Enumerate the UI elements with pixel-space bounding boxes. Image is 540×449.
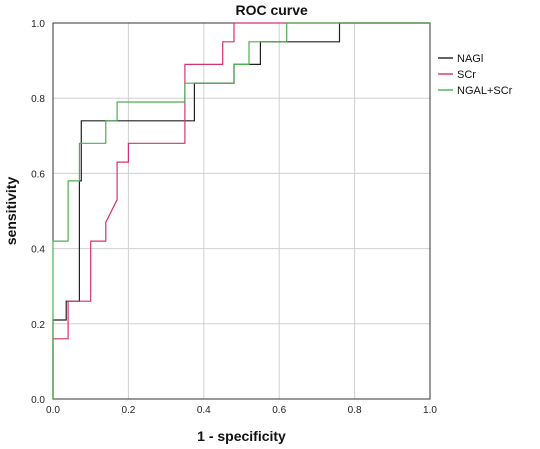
- y-tick-label: 0.2: [31, 320, 45, 331]
- y-axis-label: sensitivity: [3, 177, 19, 246]
- y-tick-label: 0.4: [31, 245, 45, 256]
- grid-layer: [53, 23, 430, 399]
- series-line-nagl: [52, 22, 430, 399]
- y-tick-label: 1.0: [31, 19, 45, 30]
- chart-title: ROC curve: [235, 2, 308, 18]
- plot-frame: [52, 22, 431, 400]
- tick-layer: 0.0 0.2 0.4 0.6 0.8 1.0 0.0 0.2 0.4 0.6 0.8 1.0: [31, 19, 437, 416]
- x-tick-label: 0.2: [121, 405, 135, 416]
- legend-label-scr: SCr: [457, 69, 476, 81]
- y-tick-label: 0.6: [31, 169, 45, 180]
- legend: NAGl SCr NGAL+SCr: [438, 53, 513, 97]
- x-tick-label: 0.8: [348, 405, 362, 416]
- x-tick-label: 0.4: [197, 405, 211, 416]
- x-axis-label: 1 - specificity: [197, 428, 286, 444]
- x-tick-label: 1.0: [423, 405, 437, 416]
- y-tick-label: 0.8: [31, 94, 45, 105]
- legend-label-nagl: NAGl: [457, 53, 483, 65]
- x-tick-label: 0.0: [46, 405, 60, 416]
- series-line-ngal-scr: [52, 22, 430, 399]
- x-tick-label: 0.6: [272, 405, 286, 416]
- series-line-scr: [52, 22, 430, 399]
- legend-label-ngal-scr: NGAL+SCr: [457, 85, 513, 97]
- series-layer: [52, 22, 430, 399]
- y-tick-label: 0.0: [31, 395, 45, 406]
